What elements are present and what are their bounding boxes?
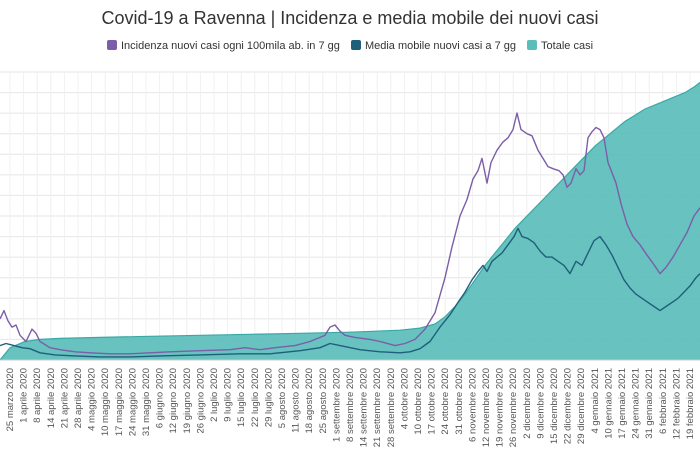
- x-tick-label: 25 marzo 2020: [5, 368, 16, 431]
- x-tick-label: 12 giugno 2020: [168, 368, 179, 434]
- x-tick-label: 15 dicembre 2020: [549, 368, 560, 444]
- series-area-total: [0, 82, 700, 361]
- x-tick-label: 19 novembre 2020: [495, 368, 506, 447]
- legend-label-total: Totale casi: [541, 40, 594, 53]
- x-tick-label: 18 agosto 2020: [304, 368, 315, 434]
- x-tick-label: 4 maggio 2020: [87, 368, 98, 431]
- legend-swatch-moving-avg: [350, 40, 361, 51]
- x-tick-label: 1 settembre 2020: [331, 368, 342, 442]
- x-tick-label: 9 dicembre 2020: [535, 368, 546, 439]
- x-tick-label: 2 luglio 2020: [209, 368, 220, 422]
- x-tick-label: 17 maggio 2020: [114, 368, 125, 436]
- x-tick-label: 4 ottobre 2020: [399, 368, 410, 429]
- x-tick-label: 14 settembre 2020: [359, 368, 370, 447]
- x-tick-label: 6 febbraio 2021: [658, 368, 669, 434]
- x-tick-label: 8 settembre 2020: [345, 368, 356, 442]
- x-tick-label: 6 giugno 2020: [155, 368, 166, 428]
- legend-label-incidence: Incidenza nuovi casi ogni 100mila ab. in…: [120, 40, 340, 53]
- x-tick-label: 10 ottobre 2020: [413, 368, 424, 435]
- x-tick-label: 25 agosto 2020: [318, 368, 329, 434]
- x-tick-label: 11 agosto 2020: [291, 368, 302, 433]
- x-tick-label: 26 giugno 2020: [195, 368, 206, 434]
- x-tick-label: 24 maggio 2020: [127, 368, 138, 436]
- series-line-incidence: [0, 112, 700, 355]
- x-tick-label: 4 gennaio 2021: [590, 368, 601, 434]
- x-tick-label: 26 novembre 2020: [508, 368, 519, 447]
- x-tick-label: 21 aprile 2020: [59, 368, 70, 428]
- series-line-total: [0, 81, 700, 361]
- x-tick-label: 29 dicembre 2020: [576, 368, 587, 444]
- x-tick-label: 17 gennaio 2021: [617, 368, 628, 439]
- x-tick-label: 19 giugno 2020: [182, 368, 193, 434]
- legend-label-moving-avg: Media mobile nuovi casi a 7 gg: [364, 40, 516, 53]
- series-line-moving-avg: [0, 227, 700, 358]
- chart-legend: Incidenza nuovi casi ogni 100mila ab. in…: [0, 40, 700, 52]
- x-tick-label: 28 settembre 2020: [386, 368, 397, 447]
- x-tick-label: 8 aprile 2020: [32, 368, 43, 423]
- legend-swatch-incidence: [106, 40, 117, 51]
- x-tick-label: 6 novembre 2020: [467, 368, 478, 442]
- x-tick-label: 31 maggio 2020: [141, 368, 152, 436]
- x-tick-label: 1 aprile 2020: [19, 368, 30, 423]
- x-tick-label: 21 settembre 2020: [372, 368, 383, 447]
- x-tick-label: 10 maggio 2020: [100, 368, 111, 436]
- x-tick-label: 15 luglio 2020: [236, 368, 247, 427]
- x-tick-label: 10 gennaio 2021: [603, 368, 614, 439]
- x-tick-label: 19 febbraio 2021: [685, 368, 696, 439]
- x-tick-label: 31 ottobre 2020: [454, 368, 465, 435]
- x-tick-label: 22 dicembre 2020: [563, 368, 574, 444]
- x-tick-label: 29 luglio 2020: [263, 368, 274, 427]
- x-tick-label: 12 febbraio 2021: [671, 368, 682, 439]
- x-tick-label: 24 ottobre 2020: [440, 368, 451, 435]
- x-tick-label: 24 gennaio 2021: [631, 368, 642, 439]
- x-tick-label: 22 luglio 2020: [250, 368, 261, 427]
- legend-swatch-total: [527, 40, 538, 51]
- x-tick-label: 9 luglio 2020: [223, 368, 234, 422]
- x-tick-label: 5 agosto 2020: [277, 368, 288, 428]
- x-tick-label: 28 aprile 2020: [73, 368, 84, 428]
- x-tick-label: 2 dicembre 2020: [522, 368, 533, 439]
- x-tick-label: 14 aprile 2020: [46, 368, 57, 428]
- x-tick-label: 31 gennaio 2021: [644, 368, 655, 439]
- x-tick-label: 17 ottobre 2020: [427, 368, 438, 435]
- chart-title: Covid-19 a Ravenna | Incidenza e media m…: [101, 8, 599, 28]
- legend-item-total[interactable]: Totale casi: [527, 40, 593, 52]
- legend-item-moving-avg[interactable]: Media mobile nuovi casi a 7 gg: [350, 40, 516, 53]
- x-tick-label: 12 novembre 2020: [481, 368, 492, 447]
- legend-item-incidence[interactable]: Incidenza nuovi casi ogni 100mila ab. in…: [106, 40, 340, 53]
